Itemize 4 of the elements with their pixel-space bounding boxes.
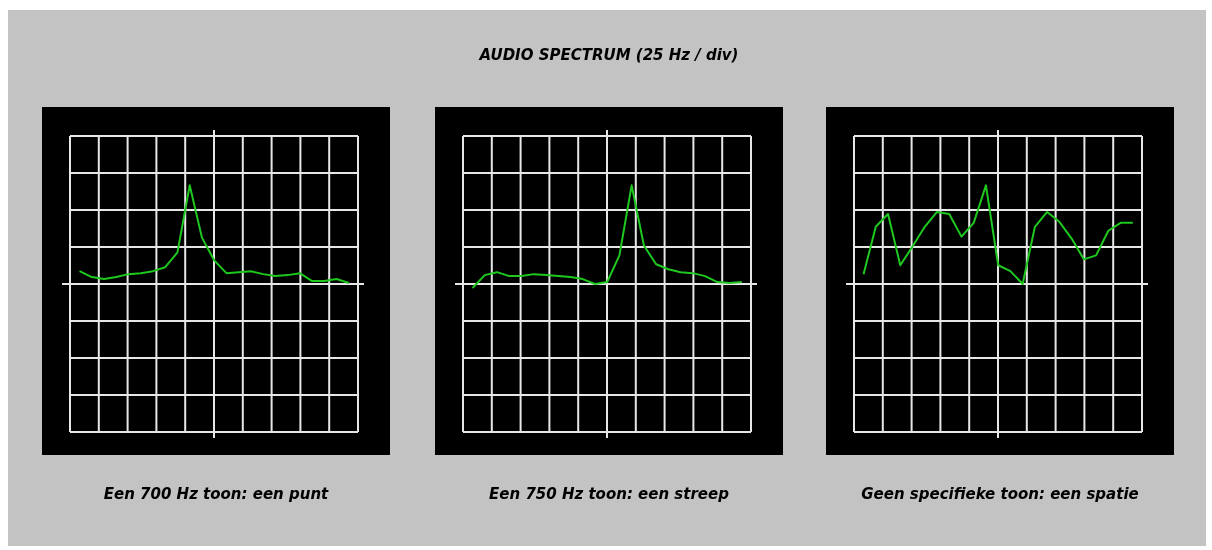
text: Een 700 Hz toon: een punt [102,485,330,503]
text: Een 750 Hz toon: een streep [488,485,730,503]
text: Geen specifieke toon: een spatie [860,485,1140,503]
chart-title: AUDIO SPECTRUM (25 Hz / div) [477,46,740,64]
